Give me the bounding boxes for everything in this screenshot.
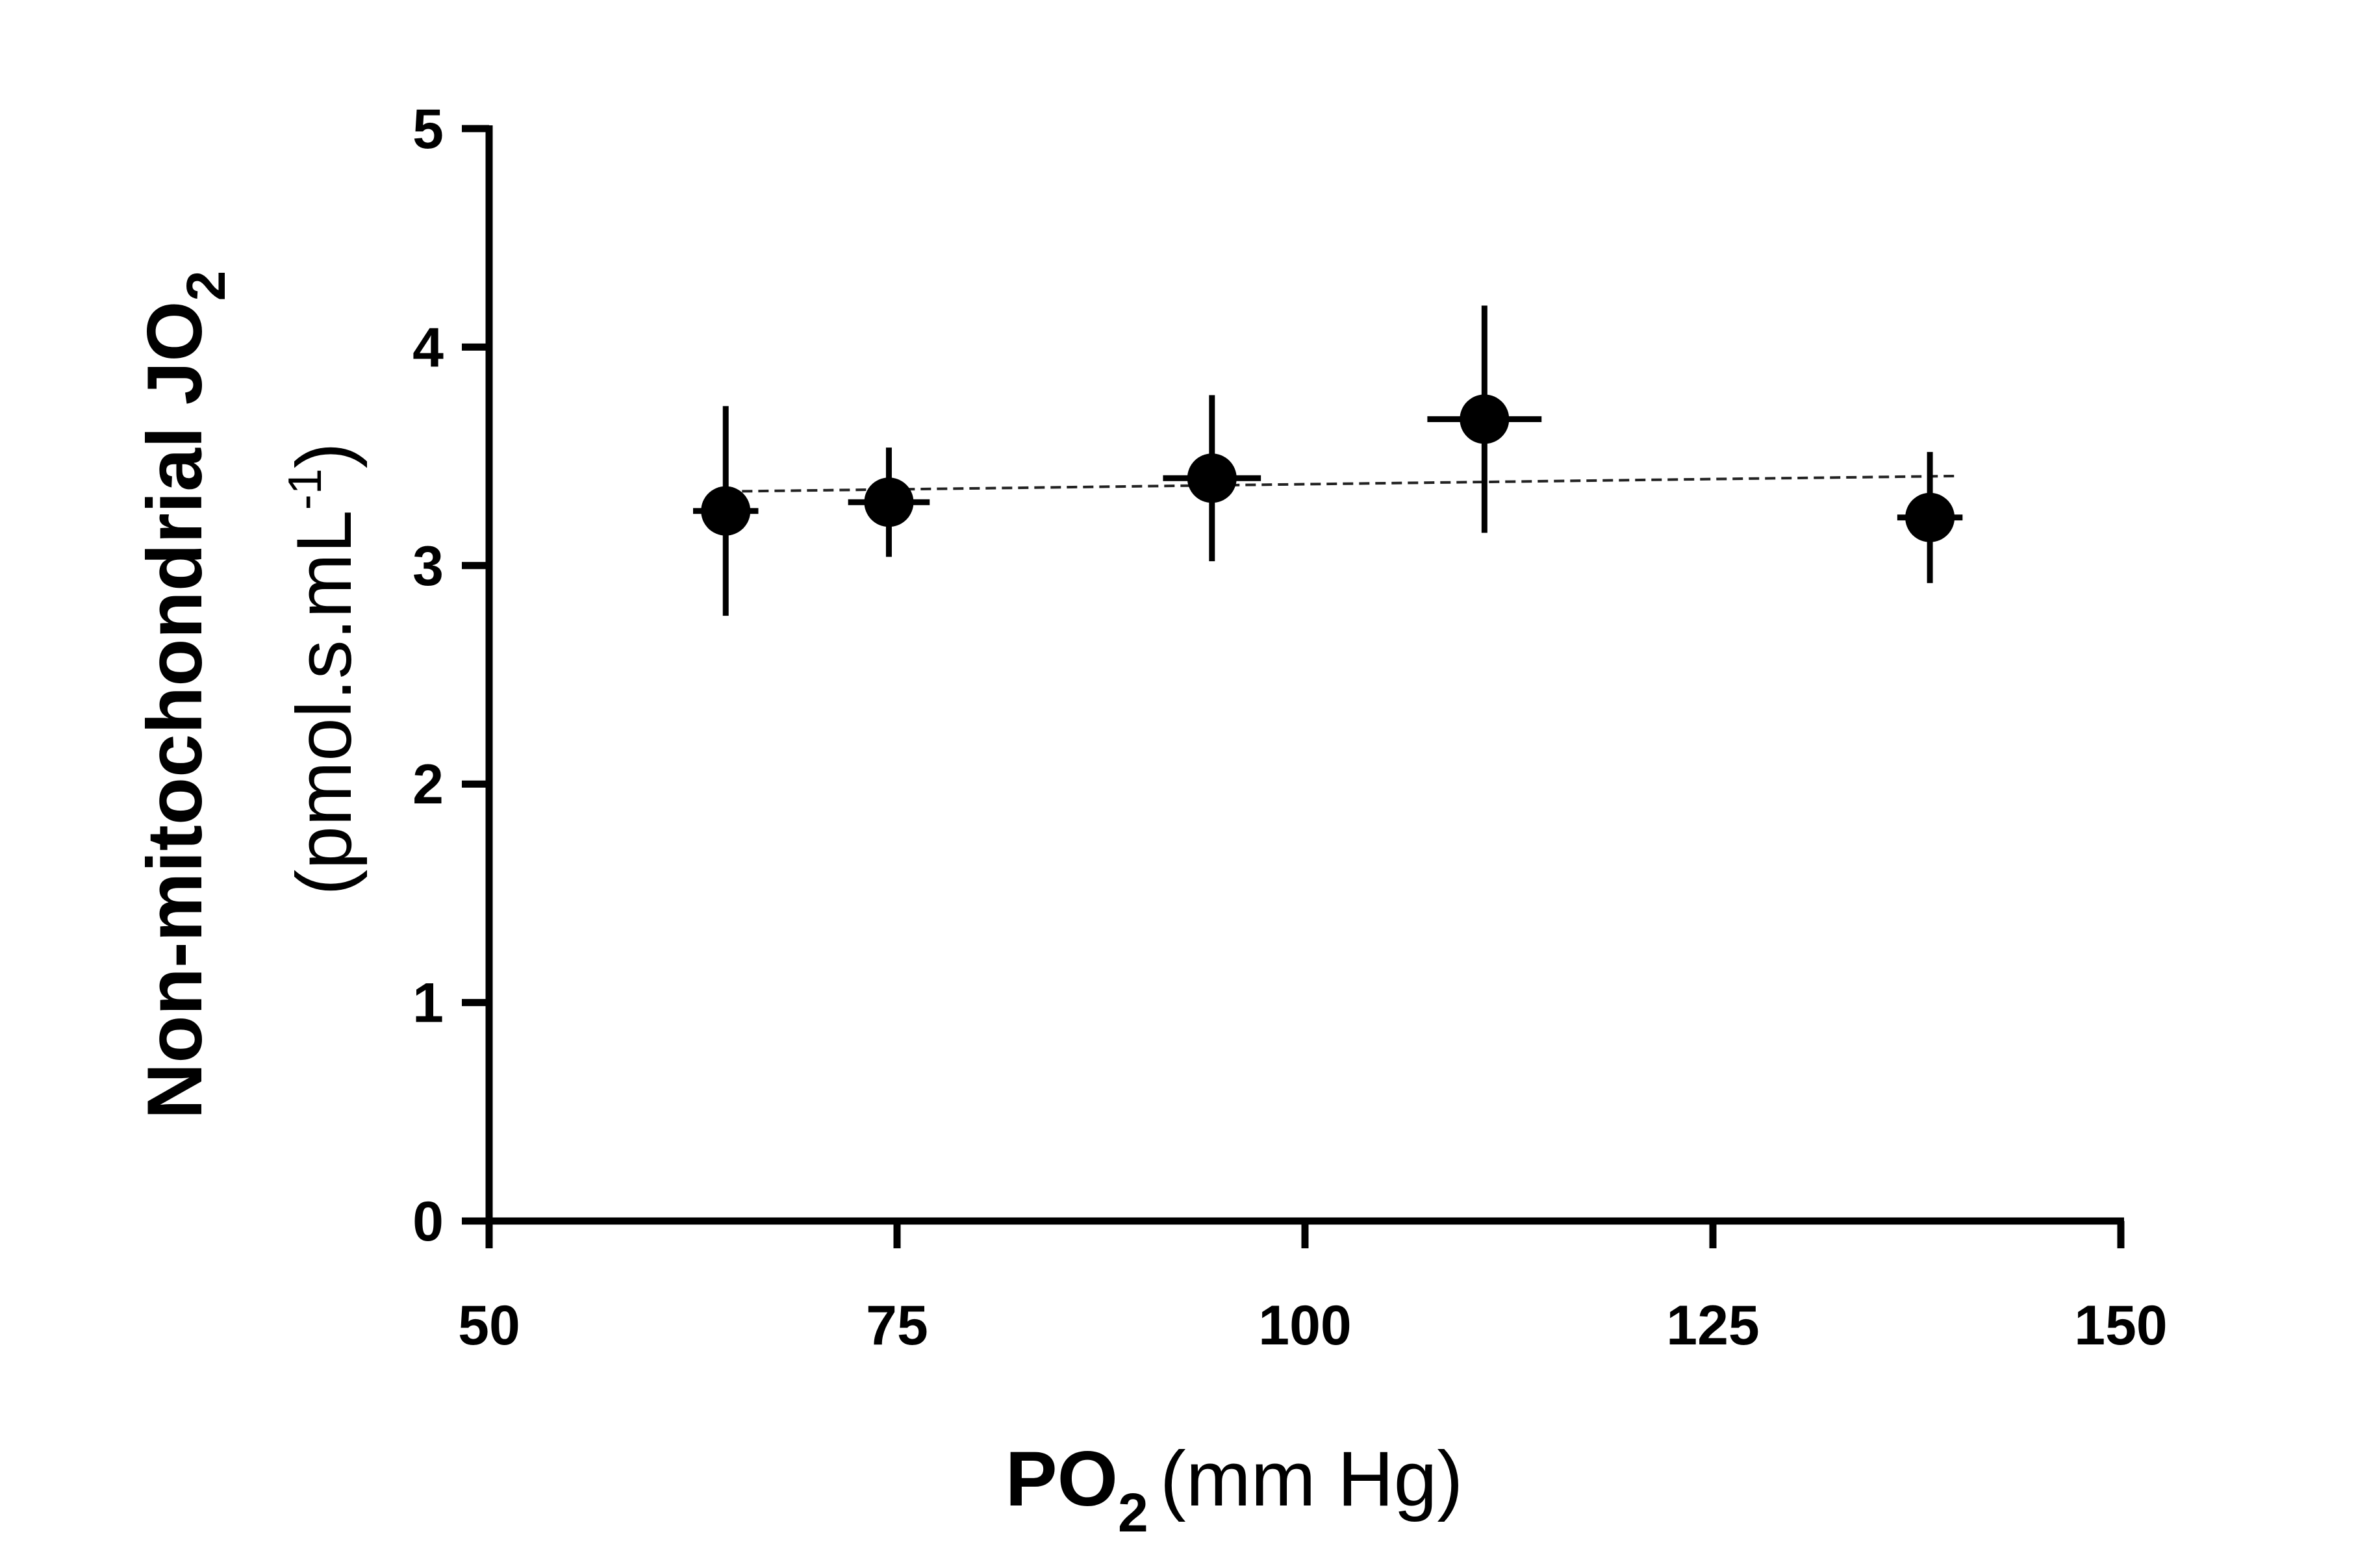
x-tick-label: 125 [1666,1294,1760,1357]
y-tick-label: 1 [412,972,444,1035]
trendline-group [742,474,1958,493]
x-tick-label: 75 [866,1294,928,1357]
y-axis-title-line1-main: Non-mitochondrial JO [131,301,218,1119]
y-tick-label: 3 [412,535,444,598]
y-axis-title-line2-main: (pmol.s.mL [281,510,368,895]
data-point [1905,492,1955,542]
y-axis-title-line1: Non-mitochondrial JO2 [131,271,236,1120]
y-axis-title-line2-superscript: -1 [279,468,331,510]
y-axis-title-line2-end: ) [281,442,368,468]
y-axis-title-line2: (pmol.s.mL-1) [279,442,368,895]
y-tick-label: 2 [412,753,444,816]
x-axis-title: PO2 (mm Hg) [1006,1435,1463,1543]
data-point [1460,394,1510,444]
axes [485,125,2124,1225]
data-point [701,486,751,536]
x-tick-label: 150 [2074,1294,2168,1357]
data-point [1187,453,1237,503]
data-points [693,305,1963,616]
x-tick-label: 50 [458,1294,520,1357]
x-axis-title-subscript: 2 [1118,1482,1148,1543]
x-axis-title-units: (mm Hg) [1160,1435,1463,1522]
x-tick-label: 100 [1258,1294,1352,1357]
y-axis-title-line1-subscript: 2 [175,271,236,301]
y-tick-label: 5 [412,98,444,160]
x-axis-title-main: PO [1006,1435,1118,1522]
trendline [742,474,1958,493]
ticks: 0 1 2 3 4 5 50 75 100 125 150 [412,98,2168,1357]
y-tick-label: 4 [412,316,444,379]
y-tick-label: 0 [412,1190,444,1253]
data-point [864,477,914,527]
